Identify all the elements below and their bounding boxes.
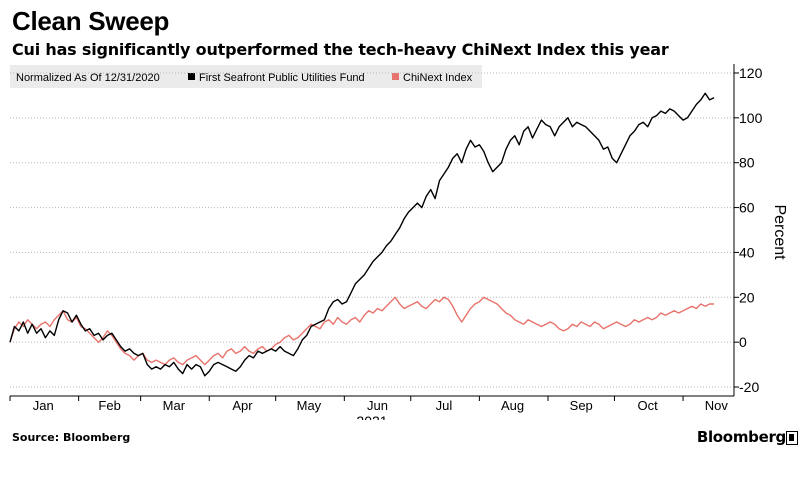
x-tick-label: Nov (705, 398, 729, 413)
y-tick-label: 60 (739, 200, 755, 216)
x-tick-label: Apr (232, 398, 253, 413)
bloomberg-logo: Bloomberg (696, 428, 786, 446)
source-note: Source: Bloomberg (12, 431, 131, 444)
y-tick-label: -20 (739, 379, 759, 395)
x-tick-label: Aug (501, 398, 524, 413)
x-axis-year-label: 2021 (356, 413, 387, 420)
x-tick-label: Jul (436, 398, 453, 413)
bloomberg-mark-icon (786, 431, 798, 445)
y-tick-label: 120 (739, 65, 763, 81)
legend-label-fund: First Seafront Public Utilities Fund (199, 72, 365, 84)
x-tick-label: Oct (638, 398, 659, 413)
x-axis: Jan Feb Mar Apr May Jun Jul Aug Sep Oct Nov (9, 395, 734, 413)
x-tick-label: Jun (367, 398, 388, 413)
legend-swatch-fund (188, 73, 195, 80)
legend-label-chinext: ChiNext Index (403, 72, 473, 84)
x-tick-label: Mar (163, 398, 186, 413)
chart: Normalized As Of 12/31/2020 First Seafro… (9, 64, 788, 420)
y-tick-label: 40 (739, 244, 755, 260)
grid (10, 72, 734, 388)
chart-subtitle: Cui has significantly outperformed the t… (12, 40, 669, 59)
legend-swatch-chinext (392, 73, 399, 80)
x-tick-label: Feb (98, 398, 120, 413)
y-axis: 120 100 80 60 40 20 0 -20 (733, 64, 763, 396)
chart-title: Clean Sweep (12, 6, 170, 36)
y-tick-label: 80 (739, 155, 755, 171)
legend-background (10, 65, 482, 88)
legend-note: Normalized As Of 12/31/2020 (16, 72, 160, 84)
series-line-chinext (9, 296, 715, 366)
series-line-fund (9, 92, 715, 377)
series-layer (9, 92, 715, 377)
y-tick-label: 100 (739, 110, 763, 126)
x-tick-label: Sep (570, 398, 593, 413)
y-axis-label: Percent (771, 204, 788, 260)
x-tick-label: Jan (33, 398, 54, 413)
y-tick-label: 0 (739, 334, 747, 350)
x-tick-label: May (297, 398, 322, 413)
y-tick-label: 20 (739, 289, 755, 305)
